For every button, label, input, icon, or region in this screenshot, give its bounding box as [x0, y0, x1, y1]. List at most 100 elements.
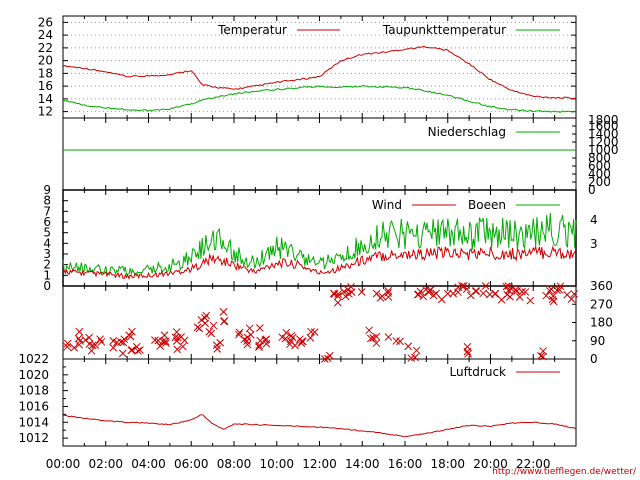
marker-stroke: [518, 287, 526, 296]
marker-stroke: [134, 347, 142, 355]
marker-stroke: [384, 289, 392, 297]
marker-stroke: [160, 331, 169, 340]
y-tick-label-right: 0: [590, 352, 598, 366]
marker-stroke: [471, 287, 480, 295]
wind-direction-marker: [521, 288, 530, 296]
wind-direction-marker: [298, 337, 307, 346]
marker-stroke: [384, 287, 393, 295]
marker-stroke: [219, 308, 228, 316]
marker-stroke: [75, 327, 84, 336]
marker-stroke: [460, 282, 468, 290]
marker-stroke: [458, 282, 466, 290]
y-tick-label: 9: [43, 183, 51, 197]
wind-direction-marker: [384, 287, 393, 295]
y-tick-label: 7: [43, 204, 51, 218]
marker-stroke: [162, 339, 170, 347]
series-line-Temperatur: [62, 45, 576, 100]
marker-stroke: [384, 333, 393, 341]
marker-stroke: [506, 292, 514, 301]
marker-stroke: [171, 333, 180, 342]
wind-direction-marker: [372, 289, 381, 298]
y-tick-label-right: 360: [590, 279, 613, 293]
marker-stroke: [357, 288, 366, 296]
wind-direction-marker: [63, 342, 72, 351]
wind-direction-marker: [365, 326, 373, 335]
marker-stroke: [372, 289, 381, 298]
wind-direction-marker: [320, 355, 329, 363]
marker-stroke: [179, 342, 187, 351]
marker-stroke: [161, 337, 170, 346]
marker-stroke: [128, 327, 136, 336]
data-series: [62, 45, 579, 438]
marker-stroke: [298, 337, 307, 346]
marker-stroke: [63, 342, 72, 351]
marker-stroke: [205, 327, 214, 336]
wind-direction-marker: [96, 335, 104, 344]
wind-direction-marker: [372, 332, 381, 341]
wind-direction-marker: [151, 336, 159, 344]
marker-stroke: [463, 347, 472, 356]
marker-stroke: [347, 288, 356, 297]
y-tick-label: 0: [43, 279, 51, 293]
wind-direction-marker: [174, 333, 182, 342]
marker-stroke: [243, 333, 252, 342]
wind-direction-marker: [87, 346, 96, 355]
wind-direction-marker: [306, 334, 315, 342]
y-tick-label-right: 1400: [588, 127, 619, 141]
wind-direction-marker: [160, 331, 169, 340]
y-tick-label: 14: [38, 92, 53, 106]
legend-label: Boeen: [468, 198, 506, 212]
wind-direction-marker: [118, 349, 127, 358]
y-tick-label-right: 600: [588, 159, 611, 173]
marker-stroke: [256, 336, 265, 345]
y-tick-label-right: 4: [590, 213, 598, 227]
y-tick-label-right: 1600: [588, 119, 619, 133]
marker-stroke: [262, 339, 271, 348]
wind-direction-marker: [537, 352, 545, 360]
wind-direction-marker: [161, 337, 170, 346]
wind-direction-marker: [506, 292, 514, 301]
marker-stroke: [173, 345, 182, 354]
marker-stroke: [396, 337, 404, 346]
wind-direction-marker: [426, 286, 435, 294]
marker-stroke: [437, 295, 446, 304]
marker-stroke: [88, 341, 97, 350]
marker-stroke: [454, 288, 462, 297]
marker-stroke: [154, 336, 163, 345]
y-tick-label-right: 200: [588, 175, 611, 189]
series-line-Wind: [62, 244, 577, 280]
marker-stroke: [553, 286, 561, 295]
wind-direction-marker: [162, 339, 170, 347]
marker-stroke: [201, 314, 209, 322]
wind-direction-marker: [454, 288, 462, 297]
x-tick-label: 22:00: [516, 457, 551, 471]
marker-stroke: [291, 341, 299, 350]
legend-label: Taupunkttemperatur: [382, 23, 506, 37]
x-tick-label: 20:00: [473, 457, 508, 471]
wind-direction-marker: [384, 289, 392, 297]
marker-stroke: [504, 282, 513, 290]
wind-direction-marker: [291, 341, 299, 350]
wind-direction-marker: [213, 345, 222, 353]
wind-direction-marker: [341, 292, 350, 301]
marker-stroke: [549, 292, 557, 301]
marker-stroke: [334, 290, 343, 298]
wind-direction-marker: [471, 287, 480, 295]
y-tick-label: 1018: [18, 384, 49, 398]
wind-direction-marker: [202, 311, 211, 320]
y-tick-label: 22: [38, 41, 53, 55]
wind-direction-marker: [323, 354, 332, 363]
marker-stroke: [243, 340, 252, 349]
marker-stroke: [81, 336, 90, 344]
wind-direction-marker: [329, 289, 338, 298]
wind-direction-marker: [511, 286, 520, 295]
series-line-Boeen: [62, 212, 577, 276]
wind-direction-marker: [392, 337, 401, 345]
wind-direction-marker: [542, 291, 551, 300]
wind-direction-marker: [504, 282, 513, 290]
wind-direction-marker: [255, 343, 263, 351]
marker-stroke: [365, 326, 373, 335]
wind-direction-marker: [553, 286, 561, 295]
marker-stroke: [372, 332, 381, 341]
marker-stroke: [109, 343, 118, 352]
